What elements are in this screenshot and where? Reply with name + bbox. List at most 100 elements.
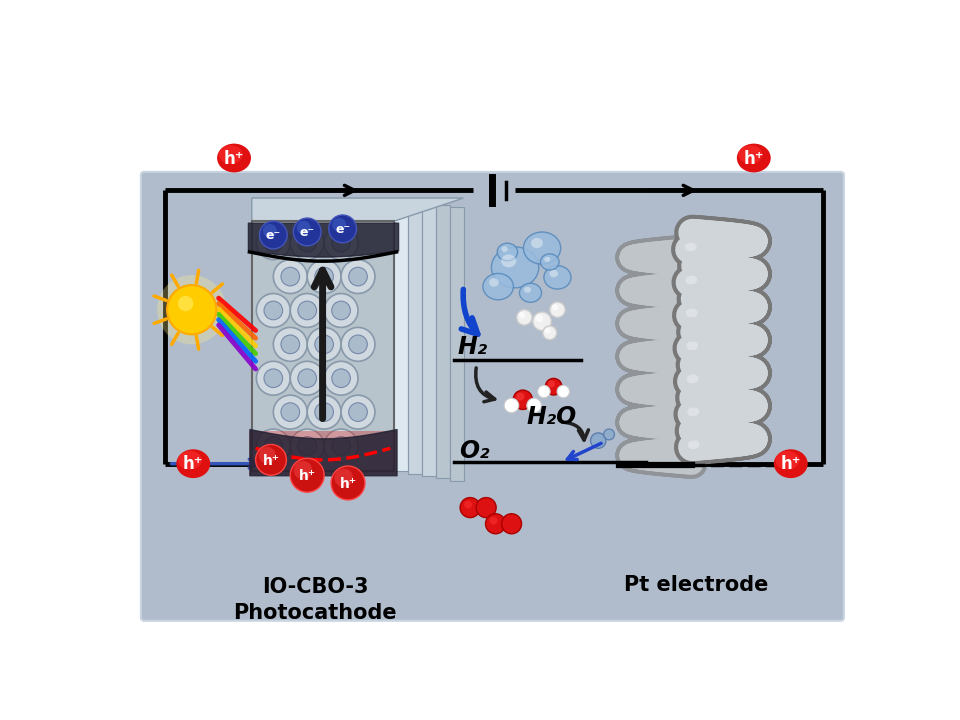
Circle shape — [590, 433, 606, 449]
Ellipse shape — [549, 270, 558, 277]
Ellipse shape — [774, 449, 807, 478]
Polygon shape — [422, 202, 436, 476]
Circle shape — [294, 218, 321, 246]
Circle shape — [501, 514, 521, 534]
Text: H₂O: H₂O — [527, 405, 577, 428]
Circle shape — [536, 315, 543, 322]
Circle shape — [281, 402, 300, 421]
Ellipse shape — [738, 145, 762, 164]
Circle shape — [298, 369, 317, 387]
Circle shape — [332, 301, 350, 320]
Circle shape — [307, 395, 341, 429]
Circle shape — [552, 305, 558, 310]
Circle shape — [307, 328, 341, 361]
Circle shape — [290, 361, 324, 395]
Circle shape — [516, 392, 524, 400]
Text: Pt electrode: Pt electrode — [624, 575, 768, 595]
Text: h⁺: h⁺ — [224, 150, 244, 168]
Circle shape — [486, 514, 506, 534]
Circle shape — [290, 294, 324, 328]
Ellipse shape — [540, 254, 559, 270]
Circle shape — [341, 395, 375, 429]
Circle shape — [324, 294, 358, 328]
Polygon shape — [436, 205, 449, 478]
Circle shape — [307, 260, 341, 294]
Ellipse shape — [490, 279, 499, 287]
FancyBboxPatch shape — [141, 172, 844, 621]
Text: IO-CBO-3
Photocathode: IO-CBO-3 Photocathode — [233, 577, 396, 624]
Ellipse shape — [544, 257, 550, 262]
Circle shape — [504, 398, 518, 413]
Polygon shape — [395, 198, 408, 472]
Circle shape — [540, 387, 545, 392]
Circle shape — [315, 267, 333, 286]
Circle shape — [550, 302, 565, 318]
Circle shape — [324, 226, 358, 260]
Circle shape — [332, 436, 350, 455]
Circle shape — [259, 221, 287, 249]
Circle shape — [460, 498, 480, 518]
Circle shape — [256, 294, 290, 328]
Circle shape — [331, 466, 365, 500]
Text: e⁻: e⁻ — [335, 223, 350, 236]
Text: h⁺: h⁺ — [299, 469, 316, 483]
Ellipse shape — [492, 247, 539, 288]
Circle shape — [542, 326, 557, 340]
Circle shape — [324, 429, 358, 463]
Circle shape — [464, 500, 472, 508]
Circle shape — [178, 296, 193, 311]
Circle shape — [324, 361, 358, 395]
Circle shape — [281, 335, 300, 354]
Text: e⁻: e⁻ — [266, 229, 281, 242]
Circle shape — [348, 267, 368, 286]
Ellipse shape — [523, 232, 561, 264]
Bar — [252, 221, 395, 472]
Circle shape — [264, 233, 282, 252]
Circle shape — [290, 459, 324, 492]
Ellipse shape — [483, 274, 514, 300]
Circle shape — [604, 429, 614, 440]
Ellipse shape — [776, 451, 800, 469]
Circle shape — [256, 226, 290, 260]
Circle shape — [256, 361, 290, 395]
Ellipse shape — [497, 243, 517, 261]
Circle shape — [545, 379, 562, 395]
Circle shape — [519, 312, 525, 318]
Circle shape — [328, 215, 356, 243]
Ellipse shape — [544, 266, 571, 289]
Circle shape — [297, 221, 311, 235]
Text: e⁻: e⁻ — [300, 226, 315, 239]
Circle shape — [256, 429, 290, 463]
Circle shape — [290, 429, 324, 463]
Polygon shape — [252, 198, 464, 221]
Circle shape — [334, 469, 353, 487]
Ellipse shape — [178, 451, 202, 469]
Circle shape — [341, 260, 375, 294]
Text: h⁺: h⁺ — [183, 456, 204, 474]
Circle shape — [527, 398, 541, 413]
Ellipse shape — [501, 246, 508, 252]
Circle shape — [298, 436, 317, 455]
Circle shape — [332, 369, 350, 387]
Circle shape — [341, 328, 375, 361]
Circle shape — [274, 260, 307, 294]
Circle shape — [538, 385, 550, 397]
Text: H₂: H₂ — [457, 336, 488, 359]
Circle shape — [476, 498, 496, 518]
Circle shape — [298, 233, 317, 252]
Circle shape — [507, 400, 513, 406]
Circle shape — [264, 436, 282, 455]
Ellipse shape — [217, 143, 251, 172]
Circle shape — [348, 402, 368, 421]
Ellipse shape — [524, 287, 531, 293]
Text: h⁺: h⁺ — [780, 456, 801, 474]
Circle shape — [264, 301, 282, 320]
Circle shape — [516, 310, 532, 325]
Circle shape — [348, 335, 368, 354]
Circle shape — [490, 517, 497, 525]
Ellipse shape — [737, 143, 771, 172]
Circle shape — [281, 267, 300, 286]
Circle shape — [264, 369, 282, 387]
Circle shape — [274, 328, 307, 361]
Circle shape — [294, 461, 312, 480]
